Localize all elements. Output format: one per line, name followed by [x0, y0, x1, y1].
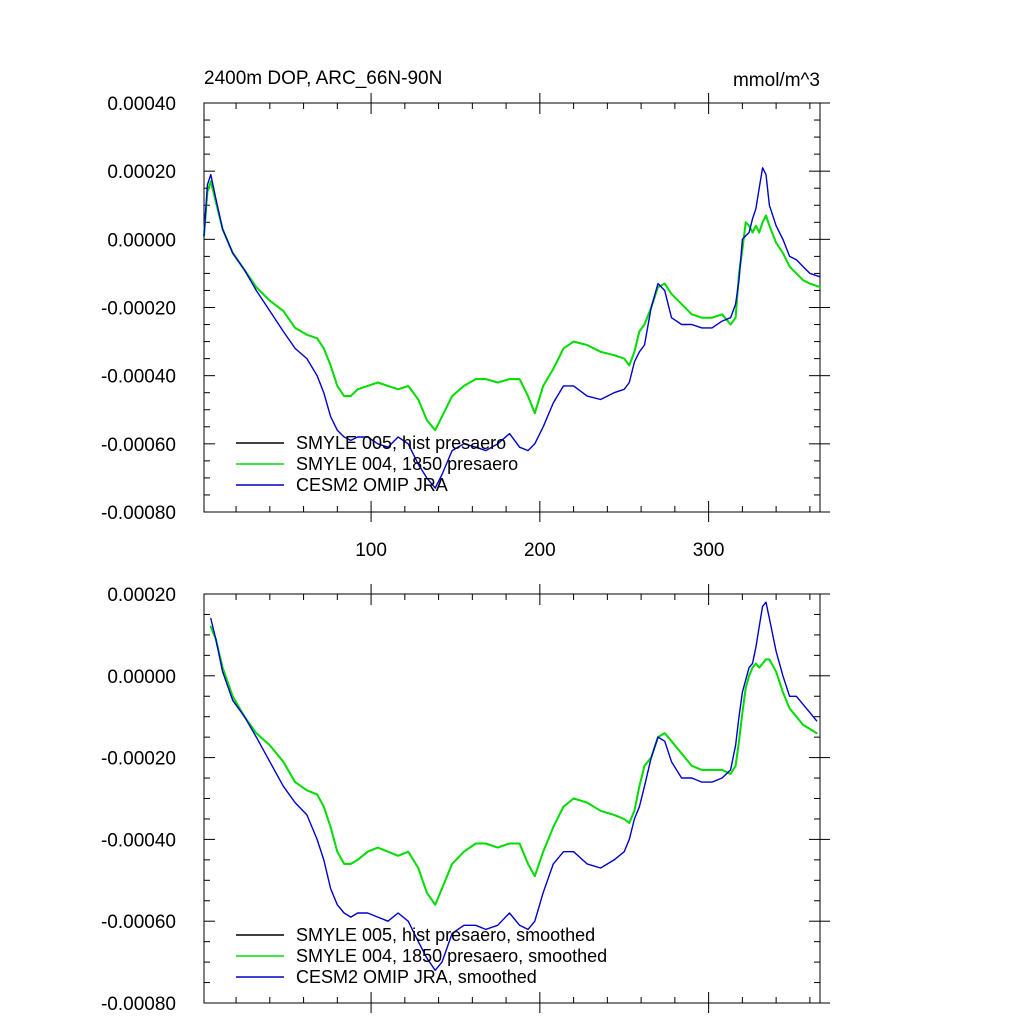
x-tick-label: 100 — [355, 540, 387, 561]
x-tick-label: 200 — [524, 540, 556, 561]
legend-label: SMYLE 004, 1850 presaero, smoothed — [296, 946, 607, 966]
y-tick-label: 0.00000 — [107, 667, 176, 688]
chart-title: 2400m DOP, ARC_66N-90N — [204, 68, 442, 89]
x-tick-label: 300 — [693, 540, 725, 561]
series-line-3 — [203, 167, 821, 489]
legend-label: SMYLE 005, hist presaero, smoothed — [296, 925, 595, 945]
legend-label: SMYLE 004, 1850 presaero — [296, 454, 518, 474]
y-tick-label: -0.00020 — [101, 749, 176, 770]
y-tick-label: 0.00040 — [107, 94, 176, 115]
legend-label: CESM2 OMIP JRA, smoothed — [296, 967, 537, 987]
units-label: mmol/m^3 — [733, 70, 820, 91]
series-line-1 — [203, 180, 821, 431]
series-line-1 — [210, 626, 818, 906]
series-line-3 — [210, 601, 818, 971]
y-tick-label: 0.00020 — [107, 585, 176, 606]
series-line-2 — [203, 180, 821, 432]
legend-label: SMYLE 005, hist presaero — [296, 433, 506, 453]
y-tick-label: 0.00020 — [107, 162, 176, 183]
y-tick-label: -0.00060 — [101, 435, 176, 456]
legend-label: CESM2 OMIP JRA — [296, 475, 448, 495]
y-tick-label: -0.00060 — [101, 912, 176, 933]
y-tick-label: -0.00040 — [101, 830, 176, 851]
series-line-2 — [209, 625, 818, 906]
y-tick-label: -0.00020 — [101, 299, 176, 320]
y-tick-label: -0.00080 — [101, 503, 176, 524]
y-tick-label: 0.00000 — [107, 230, 176, 251]
y-tick-label: -0.00080 — [101, 994, 176, 1015]
top-panel: 0.00040 0.00020 0.00000 -0.00020 -0.00040 -0.… — [101, 93, 830, 561]
bottom-panel: 0.00020 0.00000 -0.00020 -0.00040 -0.00060 -0… — [101, 584, 830, 1015]
y-tick-label: -0.00040 — [101, 367, 176, 388]
